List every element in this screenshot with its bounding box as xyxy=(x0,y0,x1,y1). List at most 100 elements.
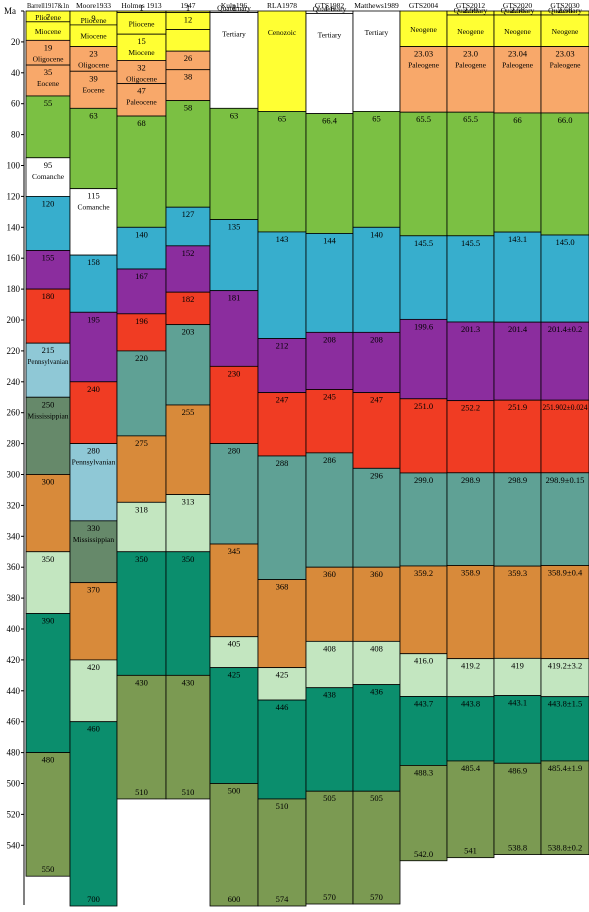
y-axis-tick-label: 380 xyxy=(7,593,21,603)
band-period-name: Neogene xyxy=(552,27,579,36)
band-darkTeal xyxy=(25,613,71,753)
column-bottom-age: 538.8±0.2 xyxy=(548,843,582,853)
band-boundary-value: 23.04 xyxy=(508,49,528,59)
band-peach xyxy=(165,69,211,102)
band-period-name: Eocene xyxy=(82,85,105,94)
band-period-name: Miocene xyxy=(35,27,62,36)
band-boundary-value: 58 xyxy=(184,103,193,113)
band-boundary-value: 23.03 xyxy=(414,49,433,59)
band-boundary-value: 420 xyxy=(87,662,100,672)
band-boundary-value: 12 xyxy=(184,15,193,25)
band-boundary-value: 201.4 xyxy=(508,324,528,334)
band-orange xyxy=(446,565,495,660)
y-axis-tick-label: 260 xyxy=(7,408,21,418)
band-boundary-value: 7 xyxy=(46,12,50,22)
band-white xyxy=(25,157,71,197)
band-period-name: Pennsylvanian xyxy=(28,357,69,366)
band-boundary-value: 55 xyxy=(44,98,53,108)
band-yellow xyxy=(165,29,211,52)
y-axis-tick-label: 400 xyxy=(7,624,21,634)
band-boundary-value: 2.59 xyxy=(463,5,478,15)
band-green xyxy=(209,107,259,220)
band-boundary-value: 145.5 xyxy=(414,238,433,248)
band-red xyxy=(25,288,71,344)
band-blue xyxy=(446,235,495,323)
band-boundary-value: 500 xyxy=(228,786,241,796)
y-axis-tick-label: 220 xyxy=(7,346,21,356)
y-axis-unit: Ma xyxy=(4,6,16,16)
band-period-name: Oligocene xyxy=(33,54,64,63)
band-boundary-value: 251.9 xyxy=(508,402,527,412)
y-axis-tick-label: 240 xyxy=(7,377,21,387)
band-period-name: Eocene xyxy=(37,79,60,88)
band-green xyxy=(257,111,307,233)
band-boundary-value: 443.8±1.5 xyxy=(548,699,582,709)
band-yellow xyxy=(399,10,448,47)
band-boundary-value: 143 xyxy=(276,234,289,244)
band-green xyxy=(352,111,401,228)
band-boundary-value: 296 xyxy=(370,470,383,480)
band-paleGreen xyxy=(540,658,589,698)
band-boundary-value: 288 xyxy=(276,458,289,468)
band-paleGreen xyxy=(257,667,307,701)
band-period-name: Quaternary xyxy=(501,6,535,15)
band-boundary-value: 220 xyxy=(135,353,148,363)
band-olive xyxy=(540,760,589,855)
band-teal xyxy=(540,472,589,566)
band-red xyxy=(69,381,118,444)
band-darkTeal xyxy=(69,721,118,907)
y-axis-tick-label: 480 xyxy=(7,748,21,758)
band-boundary-value: 486.9 xyxy=(508,765,527,775)
band-green xyxy=(165,100,211,208)
band-boundary-value: 438 xyxy=(323,690,336,700)
y-axis-tick-label: 120 xyxy=(7,191,21,201)
band-boundary-value: 350 xyxy=(182,554,195,564)
band-boundary-value: 350 xyxy=(42,554,55,564)
band-period-name: Paleocene xyxy=(126,98,157,107)
band-boundary-value: 443.8 xyxy=(461,699,480,709)
band-boundary-value: 247 xyxy=(276,395,289,405)
band-boundary-value: 23 xyxy=(89,49,98,59)
band-red xyxy=(257,392,307,457)
band-period-name: Quaternary xyxy=(217,4,251,13)
band-blue xyxy=(69,254,118,313)
band-boundary-value: 63 xyxy=(89,110,98,120)
band-teal xyxy=(446,472,495,566)
band-period-name: Paleogene xyxy=(455,61,486,70)
column-bottom-age: 570 xyxy=(370,892,383,902)
band-blue xyxy=(25,195,71,251)
band-olive xyxy=(305,790,354,905)
band-green xyxy=(305,113,354,234)
band-period-name: Oligocene xyxy=(126,74,157,83)
band-boundary-value: 180 xyxy=(42,291,55,301)
band-purple xyxy=(116,268,167,315)
y-axis-tick-label: 520 xyxy=(7,809,21,819)
band-darkTeal xyxy=(116,551,167,676)
band-period-name: Mississippian xyxy=(73,535,115,544)
band-period-name: Quaternary xyxy=(548,6,582,15)
band-period-name: Neogene xyxy=(457,27,484,36)
band-teal xyxy=(209,443,259,545)
band-white xyxy=(209,12,259,109)
band-period-name: Pliocene xyxy=(129,19,155,28)
band-boundary-value: 280 xyxy=(87,446,100,456)
band-white xyxy=(305,13,354,114)
band-boundary-value: 23.03 xyxy=(555,49,574,59)
band-olive xyxy=(257,798,307,907)
y-axis-tick-label: 80 xyxy=(11,130,21,140)
y-axis-tick-label: 20 xyxy=(11,37,21,47)
band-blue xyxy=(165,206,211,247)
y-axis-tick-label: 200 xyxy=(7,315,21,325)
column-header: Kulp196 xyxy=(221,1,248,10)
band-boundary-value: 1 xyxy=(186,3,190,13)
band-white xyxy=(69,188,118,256)
band-boundary-value: 26 xyxy=(184,53,193,63)
band-boundary-value: 247 xyxy=(370,395,383,405)
band-darkTeal xyxy=(165,551,211,676)
band-teal xyxy=(305,452,354,568)
band-orange xyxy=(116,435,167,503)
band-boundary-value: 144 xyxy=(323,235,337,245)
band-green xyxy=(399,111,448,237)
column-bottom-age: 542.0 xyxy=(414,849,433,859)
band-boundary-value: 95 xyxy=(44,160,53,170)
